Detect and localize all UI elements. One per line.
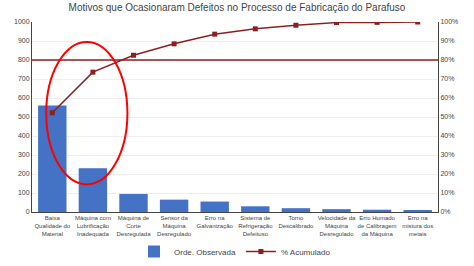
svg-text:600: 600 xyxy=(18,94,30,101)
svg-text:Máquina deCorteDesregulada: Máquina deCorteDesregulada xyxy=(116,215,151,237)
svg-text:Velocidade daMáquinaDesregulad: Velocidade daMáquinaDesregulado xyxy=(318,215,356,237)
svg-text:200: 200 xyxy=(18,170,30,177)
svg-text:Orde. Observada: Orde. Observada xyxy=(174,248,236,257)
svg-text:Máquina comLubrificaçãoInadequ: Máquina comLubrificaçãoInadequada xyxy=(75,215,111,237)
svg-text:300: 300 xyxy=(18,151,30,158)
svg-text:0%: 0% xyxy=(440,208,450,215)
svg-text:400: 400 xyxy=(18,132,30,139)
svg-text:500: 500 xyxy=(18,113,30,120)
svg-text:0: 0 xyxy=(26,208,30,215)
svg-text:50%: 50% xyxy=(440,113,454,120)
svg-text:100: 100 xyxy=(18,189,30,196)
svg-text:70%: 70% xyxy=(440,75,454,82)
svg-text:80%: 80% xyxy=(440,56,454,63)
svg-text:20%: 20% xyxy=(440,170,454,177)
svg-text:100%: 100% xyxy=(440,18,458,25)
svg-text:Erro Humadode Calibragemda Máq: Erro Humadode Calibragemda Máquina xyxy=(358,215,397,237)
svg-text:1000: 1000 xyxy=(14,18,30,25)
svg-text:TornoDescalibrado: TornoDescalibrado xyxy=(278,215,314,229)
svg-text:Erro namistura dosmetais: Erro namistura dosmetais xyxy=(402,215,433,237)
svg-text:Sistema deRefrigeraçãoDefeitus: Sistema deRefrigeraçãoDefeituso xyxy=(238,215,273,237)
svg-text:700: 700 xyxy=(18,75,30,82)
svg-text:800: 800 xyxy=(18,56,30,63)
svg-text:30%: 30% xyxy=(440,151,454,158)
svg-text:40%: 40% xyxy=(440,132,454,139)
svg-text:BaixaQualidade doMaterial: BaixaQualidade doMaterial xyxy=(34,215,70,237)
svg-text:90%: 90% xyxy=(440,37,454,44)
svg-text:Sensor daMáquinaDesregulado: Sensor daMáquinaDesregulado xyxy=(157,215,192,237)
svg-text:60%: 60% xyxy=(440,94,454,101)
svg-text:10%: 10% xyxy=(440,189,454,196)
svg-text:Erro naGalvanização: Erro naGalvanização xyxy=(197,215,234,229)
svg-text:% Acumulado: % Acumulado xyxy=(281,248,330,257)
svg-text:Motivos que Ocasionaram Defeit: Motivos que Ocasionaram Defeitos no Proc… xyxy=(69,2,406,13)
svg-text:900: 900 xyxy=(18,37,30,44)
